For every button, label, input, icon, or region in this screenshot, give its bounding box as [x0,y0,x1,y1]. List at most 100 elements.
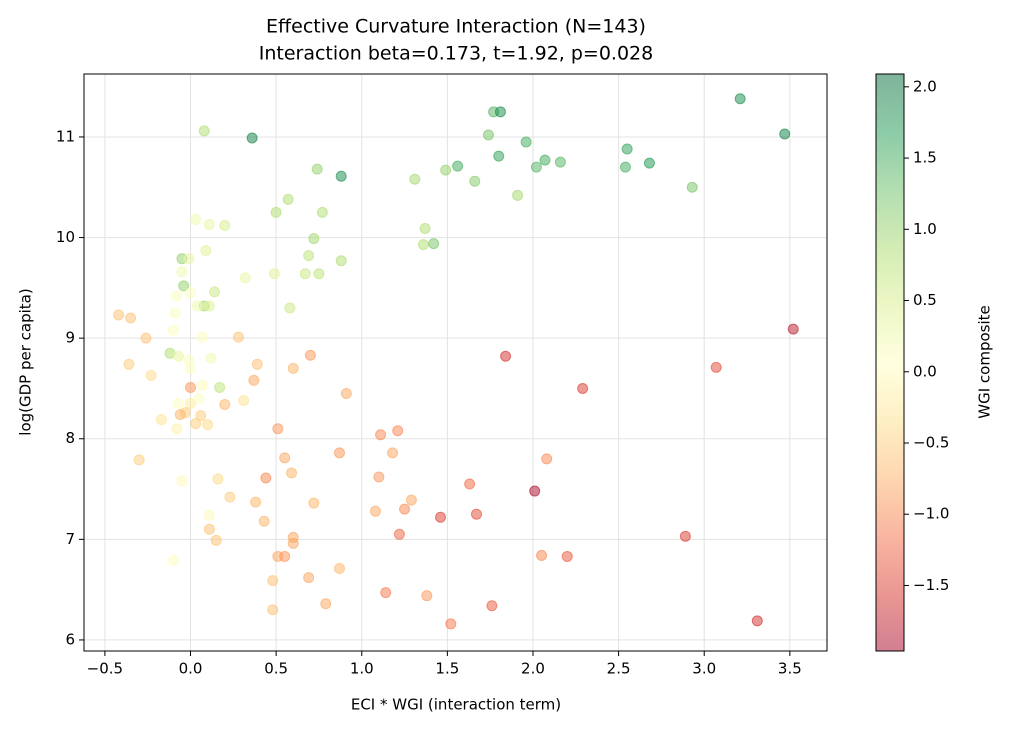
y-tick-label: 11 [56,127,75,145]
point [486,600,498,612]
x-tick-label: 2.5 [607,660,631,678]
point [470,508,482,520]
point [282,193,294,205]
point [392,425,404,437]
point [169,307,181,319]
point [185,381,197,393]
point [304,349,316,361]
point [196,331,208,343]
point [308,233,320,245]
point [232,331,244,343]
point [340,387,352,399]
point [311,163,323,175]
point [185,287,197,299]
point [710,361,722,373]
y-axis-label: log(GDP per capita) [17,288,35,435]
x-tick-label: −0.5 [87,660,123,678]
point [196,379,208,391]
point [173,398,185,410]
point [183,253,195,265]
point [191,300,203,312]
point [210,534,222,546]
point [203,300,215,312]
point [113,309,125,321]
point [167,554,179,566]
point [452,160,464,172]
y-tick-label: 7 [65,530,75,548]
point [751,615,763,627]
point [335,255,347,267]
point [203,218,215,230]
point [171,290,183,302]
point [409,173,421,185]
point [299,268,311,280]
point [284,302,296,314]
points [113,93,799,630]
point [316,206,328,218]
point [494,106,506,118]
point [554,156,566,168]
y-tick-label: 10 [56,228,75,246]
colorbar-tick-label: 1.0 [913,220,937,238]
plot-frame [83,73,828,652]
point [173,350,185,362]
point [279,452,291,464]
point [419,223,431,235]
point [405,494,417,506]
point [536,549,548,561]
point [500,350,512,362]
point [529,485,541,497]
colorbar-tick-label: −1.5 [913,576,949,594]
point [393,528,405,540]
colorbar-tick-label: −0.5 [913,433,949,451]
point [303,572,315,584]
y-tick-label: 9 [65,329,75,347]
colorbar-label: WGI composite [976,305,994,418]
point [380,587,392,599]
point [561,550,573,562]
point [399,503,411,515]
point [287,537,299,549]
point [621,143,633,155]
point [190,418,202,430]
point [205,352,217,364]
y-tick-label: 8 [65,429,75,447]
point [417,239,429,251]
point [787,323,799,335]
point [387,447,399,459]
point [333,447,345,459]
point [287,362,299,374]
point [267,575,279,587]
point [734,93,746,105]
point [272,423,284,435]
point [279,550,291,562]
chart-title: Effective Curvature Interaction (N=143) [266,16,646,38]
colorbar-tick-label: 1.5 [913,149,937,167]
point [203,509,215,521]
point [185,398,197,410]
point [686,181,698,193]
point [239,272,251,284]
point [224,491,236,503]
colorbar-tick-label: 0.0 [913,362,937,380]
point [219,399,231,411]
x-tick-label: 0.5 [264,660,288,678]
point [176,475,188,487]
point [167,324,179,336]
y-tick-label: 6 [65,630,75,648]
point [308,497,320,509]
point [174,409,186,421]
point [375,429,387,441]
point [195,410,207,422]
point [445,618,457,630]
point [333,563,345,575]
x-tick-label: 2.0 [521,660,545,678]
point [178,280,190,292]
point [260,472,272,484]
point [190,213,202,225]
point [202,419,214,431]
point [145,369,157,381]
colorbar [875,73,905,652]
point [258,515,270,527]
point [238,395,250,407]
